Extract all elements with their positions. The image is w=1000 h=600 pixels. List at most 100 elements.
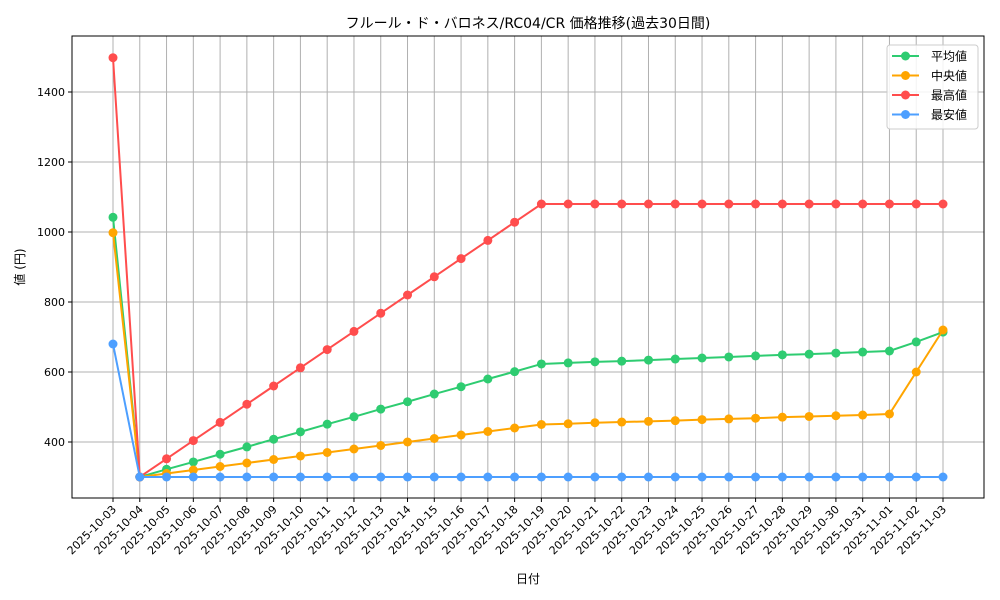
data-point	[697, 199, 707, 209]
data-point	[911, 367, 921, 377]
y-tick-label: 400	[44, 436, 65, 449]
data-point	[295, 363, 305, 373]
data-point	[563, 472, 573, 482]
data-point	[697, 415, 707, 425]
data-point	[670, 199, 680, 209]
data-point	[349, 412, 359, 422]
data-point	[349, 326, 359, 336]
data-point	[804, 472, 814, 482]
data-point	[858, 410, 868, 420]
data-point	[215, 472, 225, 482]
data-point	[777, 472, 787, 482]
data-point	[188, 465, 198, 475]
data-point	[911, 472, 921, 482]
data-point	[831, 199, 841, 209]
data-point	[242, 472, 252, 482]
data-point	[777, 412, 787, 422]
plot-frame	[71, 35, 985, 499]
data-point	[242, 442, 252, 452]
data-point	[295, 451, 305, 461]
data-point	[670, 416, 680, 426]
data-point	[322, 472, 332, 482]
data-point	[215, 462, 225, 471]
data-point	[483, 472, 493, 482]
data-point	[938, 199, 948, 209]
data-point	[108, 339, 118, 349]
x-axis: 2025-10-032025-10-042025-10-052025-10-06…	[65, 498, 949, 557]
data-point	[884, 409, 894, 419]
legend-label: 平均値	[931, 49, 967, 64]
data-point	[376, 472, 386, 482]
series-2	[108, 53, 948, 482]
data-point	[751, 199, 761, 209]
legend-marker	[901, 110, 910, 119]
data-point	[429, 434, 439, 443]
data-point	[403, 397, 413, 407]
data-point	[590, 199, 600, 209]
data-point	[429, 389, 439, 399]
data-point	[376, 308, 386, 318]
data-point	[456, 254, 466, 264]
data-point	[510, 472, 520, 482]
data-point	[643, 199, 653, 209]
data-point	[643, 355, 653, 365]
data-point	[884, 472, 894, 482]
data-point	[269, 472, 279, 482]
data-point	[617, 199, 627, 209]
series-line	[112, 217, 944, 479]
data-point	[804, 411, 814, 421]
legend-marker	[901, 90, 910, 100]
data-point	[697, 353, 707, 363]
data-point	[804, 349, 814, 359]
data-point	[456, 472, 466, 482]
series-line	[112, 57, 943, 479]
data-point	[831, 348, 841, 358]
data-point	[617, 356, 627, 366]
data-point	[108, 228, 118, 238]
data-point	[376, 441, 386, 450]
data-point	[724, 352, 734, 362]
series-3	[108, 339, 948, 482]
data-point	[617, 472, 627, 482]
data-point	[590, 418, 600, 428]
data-point	[911, 199, 921, 209]
data-point	[831, 411, 841, 421]
data-point	[349, 444, 359, 454]
data-point	[483, 235, 493, 245]
y-axis: 400 600 800 1000 1200 1400	[37, 86, 72, 449]
data-point	[242, 399, 252, 409]
data-point	[162, 454, 172, 464]
data-point	[697, 472, 707, 482]
data-point	[536, 199, 546, 209]
data-point	[483, 427, 493, 436]
data-point	[188, 472, 198, 482]
data-point	[510, 367, 520, 377]
data-point	[724, 472, 734, 482]
series-0	[108, 212, 948, 482]
data-point	[831, 472, 841, 482]
data-point	[322, 448, 332, 457]
data-point	[563, 199, 573, 209]
data-point	[911, 337, 921, 347]
data-point	[322, 419, 332, 429]
data-point	[724, 414, 734, 424]
data-point	[643, 416, 653, 426]
data-point	[643, 472, 653, 482]
y-tick-label: 1400	[37, 86, 65, 99]
legend-marker	[901, 71, 910, 80]
data-point	[804, 199, 814, 209]
data-point	[188, 436, 198, 446]
data-point	[376, 404, 386, 414]
data-point	[777, 350, 787, 360]
data-point	[429, 272, 439, 282]
data-point	[188, 457, 198, 467]
legend-box	[886, 44, 979, 130]
data-point	[777, 199, 787, 209]
data-point	[403, 472, 413, 482]
data-point	[858, 347, 868, 357]
data-point	[510, 423, 520, 433]
data-point	[858, 199, 868, 209]
